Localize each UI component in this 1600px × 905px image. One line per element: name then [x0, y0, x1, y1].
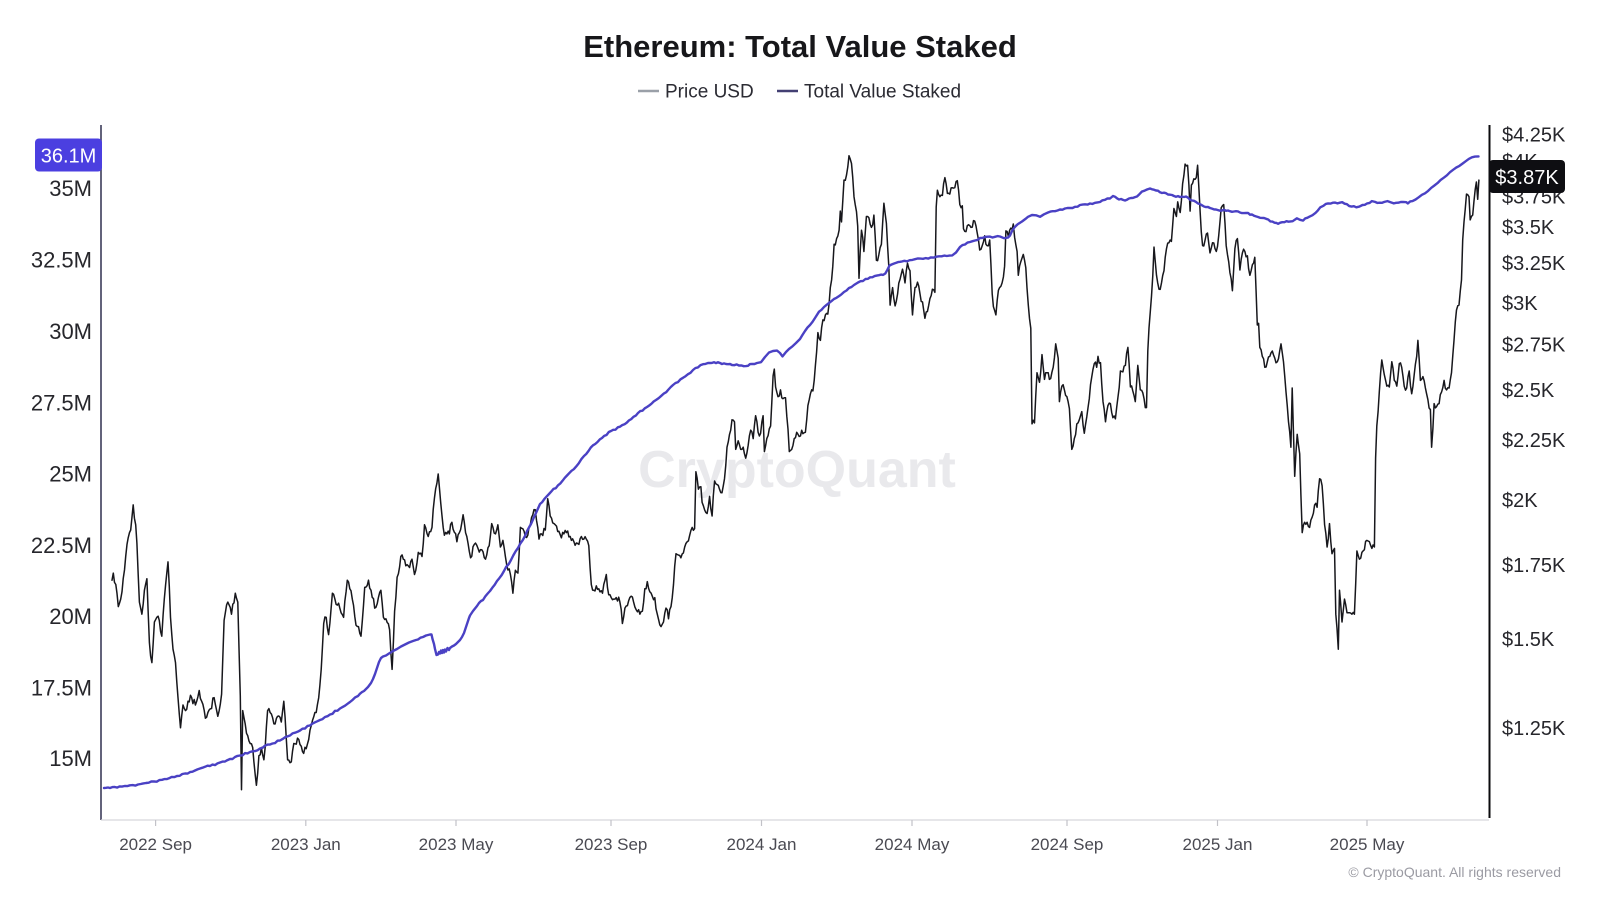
svg-text:$1.5K: $1.5K	[1502, 629, 1555, 651]
svg-text:22.5M: 22.5M	[31, 533, 92, 558]
svg-text:$3K: $3K	[1502, 293, 1538, 315]
svg-text:30M: 30M	[49, 319, 92, 344]
svg-text:Total Value Staked: Total Value Staked	[804, 82, 961, 103]
svg-text:$2K: $2K	[1502, 490, 1538, 512]
svg-text:15M: 15M	[49, 746, 92, 771]
svg-text:© CryptoQuant. All rights rese: © CryptoQuant. All rights reserved	[1348, 864, 1561, 880]
svg-text:2022 Sep: 2022 Sep	[119, 835, 192, 854]
svg-text:2024 May: 2024 May	[875, 835, 950, 854]
svg-text:$2.75K: $2.75K	[1502, 335, 1566, 357]
svg-text:2024 Jan: 2024 Jan	[727, 835, 797, 854]
svg-text:2024 Sep: 2024 Sep	[1031, 835, 1104, 854]
svg-text:$3.87K: $3.87K	[1495, 167, 1559, 189]
svg-text:2023 Sep: 2023 Sep	[575, 835, 648, 854]
svg-text:27.5M: 27.5M	[31, 391, 92, 416]
svg-text:36.1M: 36.1M	[41, 146, 97, 168]
svg-text:2025 May: 2025 May	[1330, 835, 1405, 854]
svg-text:Ethereum: Total Value Staked: Ethereum: Total Value Staked	[583, 29, 1017, 64]
svg-text:$3.5K: $3.5K	[1502, 217, 1555, 239]
svg-text:25M: 25M	[49, 462, 92, 487]
svg-text:$4.25K: $4.25K	[1502, 125, 1566, 147]
svg-text:32.5M: 32.5M	[31, 248, 92, 273]
svg-text:CryptoQuant: CryptoQuant	[638, 441, 956, 499]
svg-text:Price USD: Price USD	[665, 82, 754, 103]
svg-text:2025 Jan: 2025 Jan	[1183, 835, 1253, 854]
svg-text:$1.75K: $1.75K	[1502, 555, 1566, 577]
svg-text:20M: 20M	[49, 604, 92, 629]
svg-text:2023 May: 2023 May	[419, 835, 494, 854]
svg-text:35M: 35M	[49, 176, 92, 201]
svg-text:$3.25K: $3.25K	[1502, 253, 1566, 275]
svg-text:17.5M: 17.5M	[31, 676, 92, 701]
svg-text:$2.5K: $2.5K	[1502, 380, 1555, 402]
svg-text:$2.25K: $2.25K	[1502, 430, 1566, 452]
svg-text:2023 Jan: 2023 Jan	[271, 835, 341, 854]
svg-text:$1.25K: $1.25K	[1502, 718, 1566, 740]
